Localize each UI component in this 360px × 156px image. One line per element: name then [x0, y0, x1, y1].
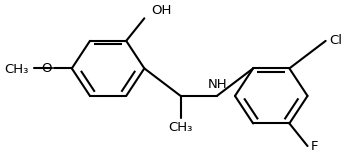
- Text: CH₃: CH₃: [168, 121, 193, 134]
- Text: Cl: Cl: [329, 34, 342, 47]
- Text: F: F: [311, 140, 318, 153]
- Text: NH: NH: [208, 78, 227, 90]
- Text: CH₃: CH₃: [5, 63, 29, 76]
- Text: O: O: [41, 62, 52, 75]
- Text: OH: OH: [151, 4, 171, 17]
